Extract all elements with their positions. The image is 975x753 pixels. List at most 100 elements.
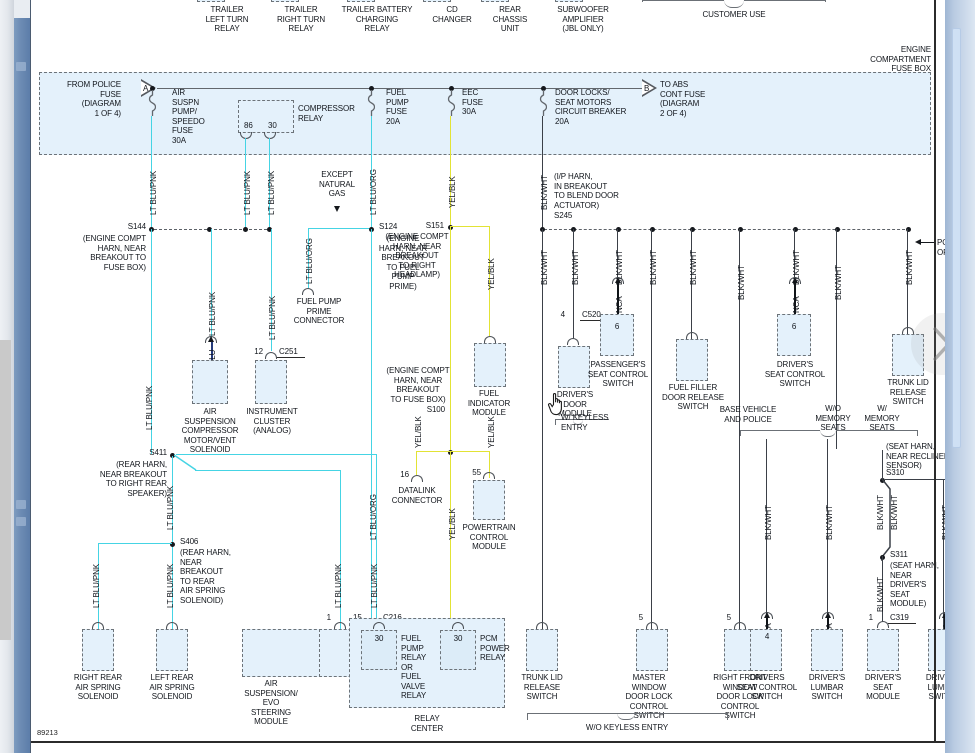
connector-hat	[902, 327, 914, 334]
fuel-pump-relay[interactable]	[361, 630, 397, 670]
splice-label-s144: (ENGINE COMPT HARN, NEAR BREAKOUT TO FUS…	[82, 234, 146, 272]
wire-blk-wht-door-locks	[542, 116, 543, 228]
keyless-entry-brace-tip	[573, 419, 583, 425]
fuse-box-supply-bus	[157, 88, 642, 89]
wire-label-blk-wht: BLK/WHT	[764, 505, 773, 540]
right-rear-air-spring-solenoid[interactable]	[82, 629, 114, 671]
wire-label-yel-blk: YEL/BLK	[448, 176, 457, 208]
wire-label-blk-wht: BLK/WHT	[737, 265, 746, 300]
relay-slot-trailer-left-turn[interactable]	[197, 0, 225, 2]
splice-label-s100: (ENGINE COMPT HARN, NEAR BREAKOUT TO FUS…	[386, 366, 450, 404]
relay-label-cd-changer: CD CHANGER	[432, 5, 472, 24]
wire-label-lt-blu-pnk: LT BLU/PNK	[92, 563, 101, 608]
component-label-drivers-seat-control-switch-lower: DRIVERS SEAT CONTROL SWITCH	[736, 673, 798, 701]
master-window-door-lock-control-switch[interactable]	[636, 629, 668, 671]
fuse-label-fuel-pump: FUEL PUMP FUSE 20A	[386, 88, 409, 126]
splice-node	[738, 226, 743, 232]
trunk-lid-release-switch-lower[interactable]	[526, 629, 558, 671]
relay-label-rear-chassis-unit: REAR CHASSIS UNIT	[492, 5, 528, 33]
connector-underline	[277, 357, 305, 358]
component-label-datalink-connector: DATALINK CONNECTOR	[391, 486, 443, 505]
pcm-power-relay[interactable]	[440, 630, 476, 670]
connector-pin-15: 15	[353, 613, 362, 623]
wire-label-lt-blu-org: LT BLU/ORG	[369, 494, 378, 540]
air-suspension-evo-steering-module[interactable]	[242, 629, 322, 677]
component-label-drivers-seat-control-switch-upper: DRIVER'S SEAT CONTROL SWITCH	[764, 360, 826, 388]
wire-label-yel-blk: YEL/BLK	[487, 258, 496, 290]
component-label-drivers-seat-module: DRIVER'S SEAT MODULE	[864, 673, 902, 701]
document-bottom-border	[31, 741, 945, 743]
to-abs-cont-fuse-label: TO ABS CONT FUSE (DIAGRAM 2 OF 4)	[660, 80, 706, 118]
connector-pin-4: 4	[764, 632, 770, 641]
fuse-label-eec: EEC FUSE 30A	[462, 88, 483, 116]
drivers-lumbar-switch-2[interactable]	[928, 629, 945, 671]
splice-label-s124: (ENGINE HARN, NEAR BREAKOUT TO FUEL PUMP…	[378, 234, 428, 291]
wire-lt-blu-pnk-to-c216-pin1	[340, 470, 341, 629]
fuel-indicator-module[interactable]	[474, 343, 506, 387]
memory-seats-brace-right	[836, 430, 918, 439]
splice-label-s311: (SEAT HARN, NEAR DRIVER'S SEAT MODULE)	[890, 561, 939, 608]
drivers-seat-control-switch-lower[interactable]	[750, 629, 782, 671]
fuel-filler-door-release-switch[interactable]	[676, 339, 708, 381]
splice-label-s310: (SEAT HARN, NEAR RECLINER SENSOR)	[886, 442, 945, 470]
wire-label-lt-blu-pnk: LT BLU/PNK	[334, 563, 343, 608]
drivers-door-module[interactable]	[558, 346, 590, 388]
wire-label-blk-wht: BLK/WHT	[825, 505, 834, 540]
air-suspension-compressor-motor-vent-solenoid[interactable]	[192, 360, 228, 404]
splice-node-s406	[170, 541, 175, 547]
connector-pin-16: 16	[400, 470, 409, 479]
wire-label-blk-wht: BLK/WHT	[540, 250, 549, 285]
vertical-scrollbar-thumb[interactable]	[952, 28, 961, 448]
drivers-seat-control-switch-upper[interactable]	[777, 314, 811, 356]
drivers-lumbar-switch-1[interactable]	[811, 629, 843, 671]
component-label-instrument-cluster: INSTRUMENT CLUSTER (ANALOG)	[246, 407, 298, 435]
compressor-relay-label: COMPRESSOR RELAY	[298, 104, 355, 123]
wire-direction-arrow	[764, 612, 770, 618]
connector-pin-1: 1	[868, 613, 873, 622]
wire-yel-blk-datalink-branch	[417, 451, 451, 452]
relay-label-subwoofer-amplifier: SUBWOOFER AMPLIFIER (JBL ONLY)	[557, 5, 609, 33]
document-right-border	[934, 0, 936, 743]
fuse-symbol-fuel-pump	[367, 90, 375, 116]
left-chrome-blip	[16, 500, 26, 509]
connector-hat	[686, 332, 698, 339]
powertrain-control-module[interactable]	[473, 480, 505, 520]
customer-use-brace-tip	[724, 0, 744, 8]
passengers-seat-control-switch[interactable]	[600, 314, 634, 356]
wire-label-lt-blu-pnk: LT BLU/PNK	[145, 385, 154, 430]
fuse-symbol-eec	[447, 90, 455, 116]
wire-lt-blu-pnk-s411-branch-short	[195, 470, 341, 471]
keyless-entry-brace-l	[555, 419, 556, 425]
wire-lt-blu-org-to-relay-center	[371, 229, 372, 629]
note-wo-keyless-entry: W/O KEYLESS ENTRY	[585, 723, 669, 732]
trunk-lid-release-switch-upper[interactable]	[892, 334, 924, 376]
drivers-seat-module[interactable]	[867, 629, 899, 671]
wire-label-nca: NCA	[792, 296, 801, 313]
relay-center-label: RELAY CENTER	[410, 714, 444, 733]
compressor-relay[interactable]	[238, 100, 294, 133]
connector-hat-c251	[265, 352, 277, 359]
left-rear-air-spring-solenoid[interactable]	[156, 629, 188, 671]
relay-slot-trailer-right-turn[interactable]	[271, 0, 299, 2]
connector-pin-1: 1	[326, 613, 331, 622]
wiring-diagram-canvas: TRAILER LEFT TURN RELAY TRAILER RIGHT TU…	[31, 0, 945, 753]
wire-lt-blu-pnk-to-right-rear-solenoid	[98, 543, 99, 629]
wire-lt-blu-pnk-compressor-branch	[210, 229, 212, 341]
connector-hat	[734, 622, 746, 629]
police-option-arrow	[915, 239, 921, 245]
relay-slot-rear-chassis-unit[interactable]	[481, 0, 509, 2]
wire-label-blk-wht: BLK/WHT	[571, 250, 580, 285]
connector-id-c520: C520	[582, 310, 601, 319]
wire-lt-blu-pnk-s411-branch-long	[176, 454, 377, 455]
splice-id-s406: S406	[180, 537, 199, 546]
relay-slot-trailer-battery-charging[interactable]	[347, 0, 375, 2]
connector-hat-c319	[877, 621, 889, 628]
instrument-cluster-analog[interactable]	[255, 360, 287, 404]
splice-node	[616, 226, 621, 232]
relay-slot-cd-changer[interactable]	[423, 0, 451, 2]
chevron-right-icon	[933, 327, 945, 361]
wire-direction-arrow	[942, 612, 945, 618]
splice-id-s151: S151	[425, 221, 444, 230]
splice-id-s245: S245	[554, 211, 573, 220]
relay-slot-subwoofer-amplifier[interactable]	[555, 0, 583, 2]
